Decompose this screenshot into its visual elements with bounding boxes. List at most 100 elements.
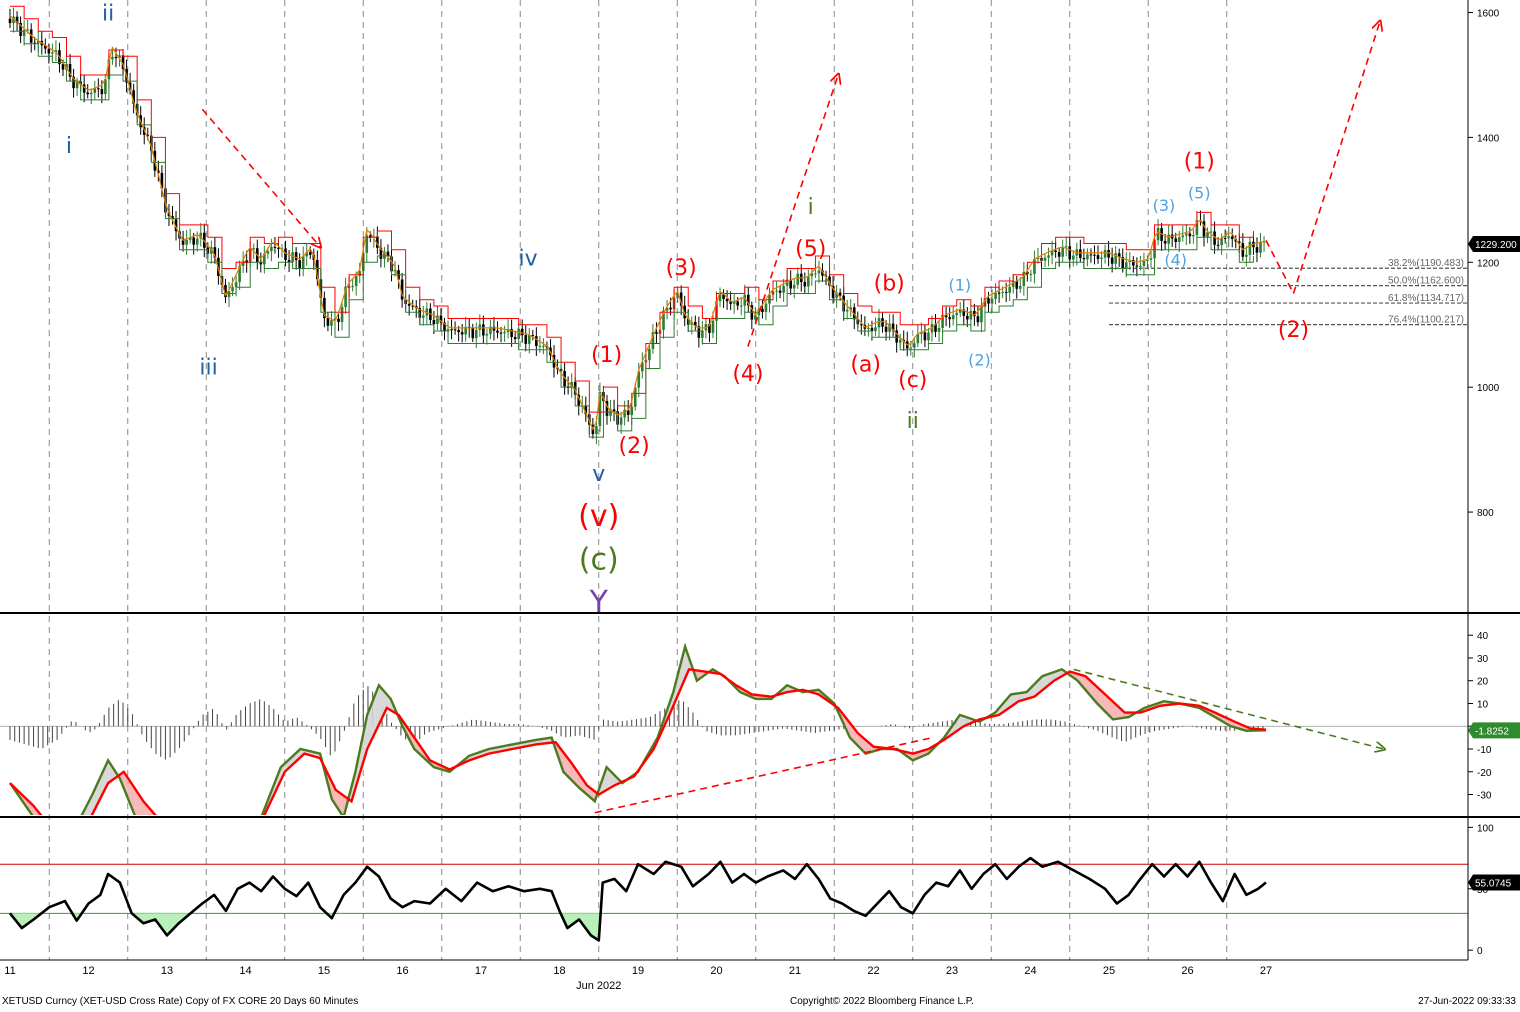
candle-body [1255, 247, 1259, 253]
candle-body [44, 45, 47, 49]
candle-body [8, 18, 12, 24]
candle-body [976, 316, 980, 323]
candle-body [1018, 285, 1022, 289]
candle-body [1036, 257, 1040, 259]
candle-body [492, 326, 496, 331]
candle-body [1192, 235, 1195, 237]
candle-body [489, 326, 492, 334]
candle-body [969, 310, 973, 320]
candle-body [1011, 280, 1015, 287]
candle-body [909, 347, 913, 349]
x-tick-label: 20 [710, 965, 722, 977]
candle-body [874, 327, 877, 332]
candle-body [845, 309, 849, 312]
candle-body [482, 324, 485, 336]
candle-body [739, 305, 743, 307]
price-current-tag: 1229.200 [1468, 236, 1520, 253]
macd-y-tick-label: 20 [1477, 677, 1489, 688]
wave-label: i [808, 195, 814, 220]
rsi-current-tag: 55.0745 [1468, 874, 1520, 891]
rsi-panel [0, 856, 1468, 942]
candle-body [570, 382, 573, 388]
macd-trendline [594, 736, 933, 814]
candle-body [234, 282, 238, 287]
candle-body [941, 314, 944, 329]
candle-body [503, 332, 506, 334]
candle-body [1029, 273, 1033, 275]
candle-body [517, 328, 520, 340]
candle-body [478, 324, 482, 330]
candle-body [376, 236, 379, 248]
x-tick-label: 12 [82, 965, 94, 977]
candle-body [298, 260, 301, 269]
candle-body [75, 81, 79, 89]
candle-body [676, 292, 679, 298]
candle-body [121, 55, 125, 70]
candle-body [337, 318, 340, 323]
candle-body [662, 310, 665, 330]
candle-body [386, 251, 390, 257]
candle-body [1096, 255, 1100, 259]
candle-body [174, 219, 178, 232]
candle-body [630, 406, 634, 415]
wave-label: (3) [666, 256, 697, 281]
macd-y-tick-label: 40 [1477, 631, 1489, 642]
candle-body [810, 273, 814, 277]
candle-body [803, 282, 807, 287]
candle-body [584, 405, 588, 415]
candle-body [1188, 233, 1192, 237]
projection-arrow [747, 75, 838, 347]
candle-body [796, 273, 800, 285]
candle-body [29, 29, 33, 43]
candle-body [436, 315, 439, 325]
candle-body [270, 246, 273, 252]
candle-body [690, 322, 694, 325]
candle-body [284, 248, 287, 260]
candle-body [807, 276, 810, 287]
candle-body [870, 327, 874, 332]
candle-body [1223, 237, 1227, 239]
candle-body [231, 286, 234, 292]
candle-body [944, 314, 948, 318]
wave-label: (c) [898, 368, 927, 393]
candle-body [923, 332, 927, 341]
projection-arrow [1292, 22, 1379, 294]
candle-body [990, 298, 994, 304]
candle-body [764, 303, 768, 312]
candle-body [111, 56, 114, 60]
candle-body [1015, 280, 1019, 289]
candle-body [1022, 271, 1026, 286]
footer-copyright: Copyright© 2022 Bloomberg Finance L.P. [790, 996, 974, 1007]
candle-body [577, 394, 581, 406]
candle-body [344, 286, 347, 308]
footer-source: XETUSD Curncy (XET-USD Cross Rate) Copy … [2, 996, 359, 1007]
x-tick-label: 15 [318, 965, 330, 977]
candle-body [118, 55, 121, 59]
wave-label: (5) [1188, 184, 1211, 203]
candle-body [358, 271, 362, 276]
candle-body [736, 301, 739, 306]
candle-body [884, 326, 888, 332]
candle-body [1110, 257, 1114, 264]
wave-label: (4) [1164, 250, 1187, 269]
wave-label: ii [907, 409, 919, 434]
candle-body [973, 310, 976, 317]
candle-body [782, 285, 785, 293]
candle-body [831, 285, 835, 298]
candle-body [595, 425, 598, 435]
candle-body [1103, 250, 1107, 258]
x-tick-label: 24 [1024, 965, 1036, 977]
candle-body [1079, 249, 1082, 259]
candle-body [160, 172, 164, 189]
candle-body [305, 252, 309, 257]
candle-body [962, 309, 966, 316]
candle-body [340, 307, 344, 323]
candle-body [531, 334, 535, 337]
candle-body [1001, 291, 1004, 293]
candle-body [411, 305, 415, 307]
candle-body [1057, 251, 1061, 257]
rsi-y-tick-label: 100 [1477, 823, 1494, 834]
candle-body [1163, 240, 1167, 244]
annotations: iiiiiiiv(1)(2)v(v)(c)Y(3)(4)i(5)(b)(a)(c… [66, 2, 1380, 620]
